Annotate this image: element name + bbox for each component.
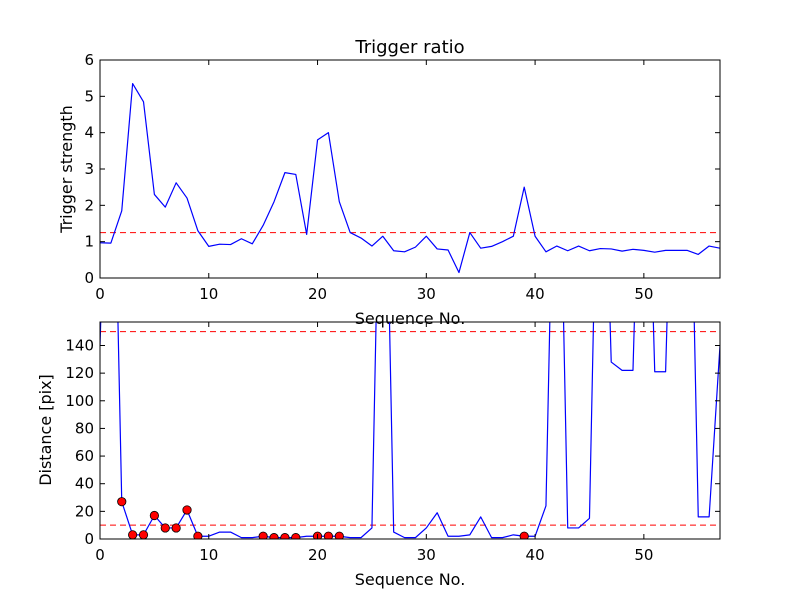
top-chart-y-tick-label: 6 — [84, 51, 94, 69]
bottom-chart-series-line-0 — [100, 322, 720, 539]
top-chart-x-tick-label: 30 — [417, 285, 436, 303]
bottom-chart-marker-point — [334, 531, 344, 539]
bottom-chart-frame — [99, 321, 721, 540]
top-chart-x-tick-label: 40 — [526, 285, 545, 303]
top-chart-y-tick-label: 0 — [84, 269, 94, 287]
bottom-chart-marker-point — [149, 510, 159, 521]
top-chart-x-axis-label: Sequence No. — [355, 309, 466, 328]
bottom-chart-markers — [117, 497, 529, 539]
bottom-chart-marker-point — [258, 531, 268, 539]
bottom-chart-x-ticks: 0 10 20 30 40 50 — [95, 322, 653, 564]
top-chart-y-axis-label: Trigger strength — [57, 105, 76, 234]
top-chart-plot — [100, 83, 720, 274]
bottom-chart-marker-point — [182, 505, 192, 515]
bottom-chart-marker-point — [160, 523, 170, 533]
top-chart-y-tick-label: 3 — [84, 160, 94, 178]
bottom-chart-y-tick-label: 0 — [84, 530, 94, 548]
bottom-chart-y-tick-label: 140 — [65, 336, 94, 354]
bottom-chart-plot — [100, 322, 720, 539]
bottom-chart-marker-point — [269, 533, 279, 539]
bottom-chart-y-ticks: 0 20 40 60 80 100 120 140 — [65, 336, 720, 548]
bottom-chart-x-tick-label: 40 — [526, 546, 545, 564]
bottom-chart-y-tick-label: 20 — [75, 502, 94, 520]
bottom-chart-marker-point — [519, 531, 529, 539]
bottom-chart-reference-lines — [100, 331, 720, 526]
bottom-chart-y-tick-label: 40 — [75, 475, 94, 493]
bottom-chart-marker-point — [280, 533, 290, 539]
top-chart-x-tick-label: 50 — [634, 285, 653, 303]
bottom-chart-y-tick-label: 60 — [75, 447, 94, 465]
top-chart-y-ticks: 0 1 2 3 4 5 6 — [84, 51, 720, 287]
bottom-chart-marker-point — [323, 531, 334, 539]
top-chart-x-tick-label: 10 — [199, 285, 218, 303]
bottom-chart-x-tick-label: 20 — [308, 546, 327, 564]
bottom-chart-y-tick-label: 100 — [65, 392, 94, 410]
top-chart-series — [100, 83, 720, 274]
top-chart-x-tick-label: 20 — [308, 285, 327, 303]
top-chart-y-tick-label: 2 — [84, 196, 94, 214]
top-chart-y-tick-label: 1 — [84, 233, 94, 251]
bottom-chart-marker-point — [291, 533, 301, 539]
top-chart-title: Trigger ratio — [354, 37, 464, 58]
top-chart-frame — [99, 59, 721, 279]
bottom-chart-marker-point — [128, 530, 138, 539]
bottom-chart-x-tick-label: 30 — [417, 546, 436, 564]
top-chart-y-tick-label: 5 — [84, 87, 94, 105]
top-chart: Trigger ratio 0 10 20 30 40 50 0 1 2 3 4 5 6 Sequen… — [57, 37, 721, 328]
top-chart-x-tick-label: 0 — [95, 285, 105, 303]
bottom-chart-marker-point — [138, 530, 149, 539]
bottom-chart-y-axis-label: Distance [pix] — [36, 374, 55, 486]
bottom-chart-x-tick-label: 10 — [199, 546, 218, 564]
bottom-chart-x-tick-label: 0 — [95, 546, 105, 564]
bottom-chart-x-axis-label: Sequence No. — [355, 570, 466, 589]
top-chart-x-ticks: 0 10 20 30 40 50 — [95, 60, 653, 303]
bottom-chart-marker-point — [193, 531, 203, 539]
bottom-chart-x-tick-label: 50 — [634, 546, 653, 564]
bottom-chart-marker-point — [117, 497, 127, 507]
bottom-chart-y-tick-label: 120 — [65, 364, 94, 382]
bottom-chart-y-tick-label: 80 — [75, 419, 94, 437]
bottom-chart: 0 10 20 30 40 50 0 20 40 60 80 100 120 140 Sequence … — [36, 321, 721, 589]
bottom-chart-marker-point — [171, 523, 181, 533]
bottom-chart-series — [100, 322, 720, 539]
top-chart-series-line-0 — [100, 83, 720, 274]
top-chart-y-tick-label: 4 — [84, 124, 94, 142]
